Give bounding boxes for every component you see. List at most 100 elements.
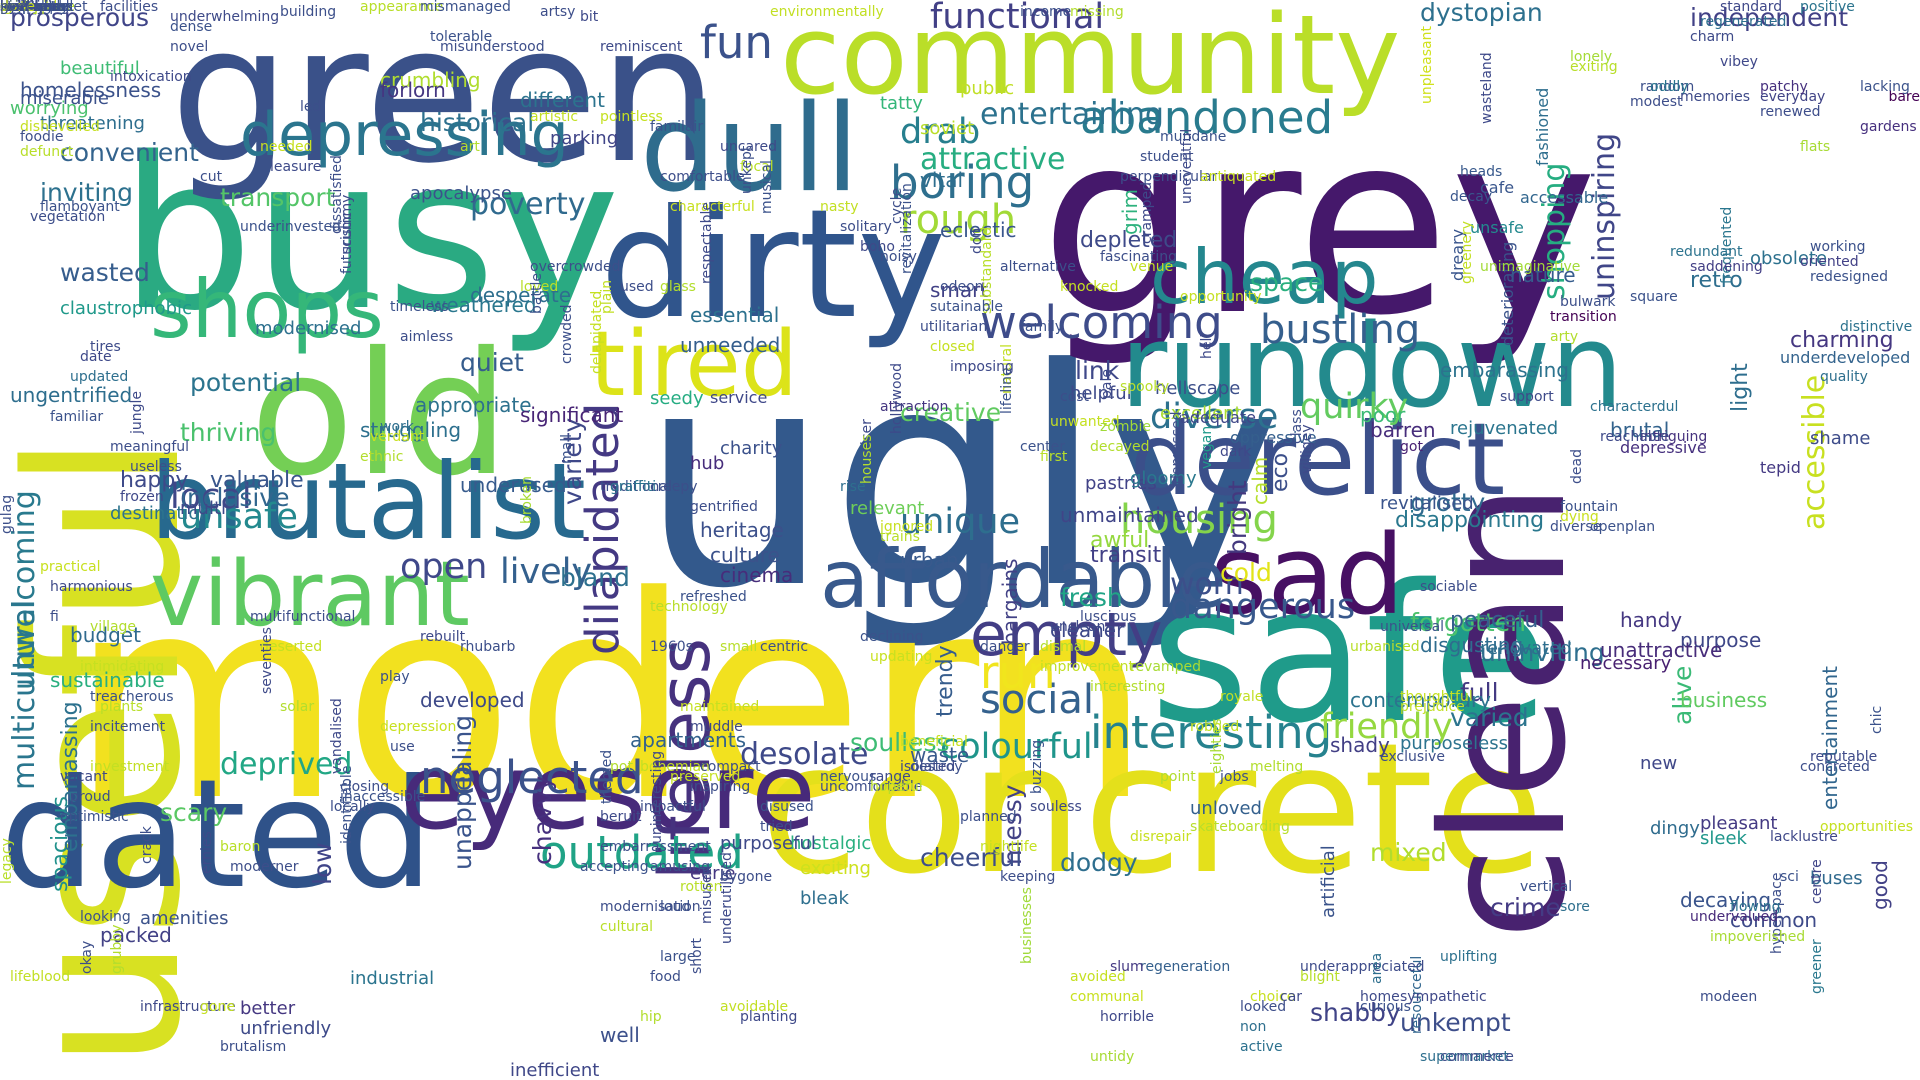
cloud-word: full bbox=[1460, 678, 1499, 707]
cloud-word: fascinating bbox=[1100, 249, 1177, 265]
cloud-word: apocalypse bbox=[410, 183, 512, 204]
cloud-word: developed bbox=[420, 688, 525, 712]
cloud-word: deserted bbox=[260, 639, 323, 655]
cloud-word: muddle bbox=[690, 719, 743, 735]
cloud-word: working bbox=[1810, 239, 1866, 255]
cloud-word: industrial bbox=[350, 968, 435, 989]
cloud-word: public bbox=[960, 78, 1015, 99]
cloud-word: embarrassment bbox=[600, 839, 711, 855]
cloud-word: forgotten bbox=[1410, 608, 1526, 637]
cloud-word: dirty bbox=[600, 178, 947, 352]
cloud-word: work bbox=[380, 419, 414, 435]
cloud-word: excellent bbox=[1160, 403, 1242, 424]
cloud-word: friendly bbox=[1320, 707, 1453, 747]
cloud-word: curious bbox=[1360, 999, 1411, 1015]
cloud-word: hell bbox=[1199, 333, 1215, 359]
cloud-word: loud bbox=[660, 899, 691, 915]
cloud-word: deprived bbox=[220, 747, 353, 782]
cloud-word: harmonious bbox=[50, 579, 133, 595]
cloud-word: knocked bbox=[1060, 279, 1119, 295]
cloud-word: disgusting bbox=[1420, 633, 1524, 657]
cloud-word: forlorn bbox=[380, 78, 446, 102]
cloud-word: grey bbox=[1040, 79, 1598, 370]
cloud-word: entertaining bbox=[980, 97, 1164, 132]
cloud-word: depleted bbox=[1080, 228, 1178, 253]
cloud-word: inspiring bbox=[690, 779, 751, 795]
cloud-word: solitary bbox=[840, 219, 892, 235]
cloud-word: opportunities bbox=[1820, 819, 1914, 835]
cloud-word: trains bbox=[880, 529, 920, 545]
cloud-word: interesting bbox=[1090, 706, 1333, 759]
cloud-word: sympathetic bbox=[1400, 989, 1487, 1005]
cloud-word: purposeful bbox=[720, 833, 816, 854]
cloud-word: purpose bbox=[1680, 628, 1762, 652]
cloud-word: depressed bbox=[1169, 411, 1185, 484]
cloud-word: vegetation bbox=[30, 209, 106, 225]
cloud-word: overcrowded bbox=[530, 259, 621, 275]
cloud-word: unkempt bbox=[1400, 1008, 1511, 1037]
cloud-word: appropriate bbox=[415, 393, 532, 417]
cloud-word: underappreciated bbox=[1300, 959, 1425, 975]
cloud-word: grotesque bbox=[0, 0, 71, 15]
cloud-word: nasty bbox=[820, 199, 859, 215]
cloud-word: rundown bbox=[1120, 300, 1624, 434]
cloud-word: bulwark bbox=[1560, 294, 1616, 310]
cloud-word: poor bbox=[1360, 403, 1406, 427]
cloud-word: noisy bbox=[880, 249, 917, 265]
cloud-word: horrible bbox=[1100, 1009, 1154, 1025]
cloud-word: hub bbox=[690, 453, 725, 474]
cloud-word: inefficient bbox=[510, 1060, 600, 1080]
cloud-word: hostalgic bbox=[790, 833, 872, 854]
cloud-word: uninteresting bbox=[649, 750, 665, 844]
cloud-word: closing bbox=[340, 779, 390, 795]
cloud-word: unclean bbox=[1050, 619, 1106, 635]
cloud-word: baron bbox=[220, 839, 261, 855]
cloud-word: heritage bbox=[700, 518, 784, 542]
cloud-word: low bbox=[308, 842, 337, 885]
cloud-word: diverse bbox=[1550, 519, 1602, 535]
cloud-word: contemporary bbox=[1350, 688, 1492, 712]
cloud-word: unpleasant bbox=[1419, 26, 1435, 104]
cloud-word: active bbox=[1240, 1039, 1283, 1055]
cloud-word: disappointing bbox=[1395, 508, 1545, 533]
cloud-word: oddly bbox=[1650, 79, 1689, 95]
cloud-word: musical bbox=[759, 160, 775, 214]
cloud-word: cold bbox=[1220, 558, 1272, 587]
cloud-word: quirky bbox=[1300, 387, 1409, 427]
cloud-word: hopeful bbox=[870, 779, 923, 795]
cloud-word: aimless bbox=[400, 329, 454, 345]
cloud-word: downmarket bbox=[0, 0, 88, 15]
cloud-word: modernisation bbox=[600, 899, 701, 915]
cloud-word: luscious bbox=[1080, 609, 1137, 625]
cloud-word: comfortable bbox=[660, 169, 745, 185]
cloud-word: underwhelming bbox=[170, 9, 280, 25]
cloud-word: rough bbox=[900, 197, 1017, 243]
cloud-word: proud bbox=[70, 789, 111, 805]
cloud-word: vacant bbox=[60, 769, 108, 785]
cloud-word: smart bbox=[930, 278, 989, 302]
cloud-word: home bbox=[1360, 989, 1400, 1005]
cloud-word: needed bbox=[260, 139, 313, 155]
cloud-word: ernies bbox=[199, 831, 215, 874]
cloud-word: potential bbox=[190, 368, 302, 397]
cloud-word: undervalued bbox=[1690, 909, 1779, 925]
cloud-word: novel bbox=[170, 39, 209, 55]
cloud-word: oriented bbox=[1800, 254, 1859, 270]
cloud-word: necessary bbox=[1580, 653, 1672, 674]
cloud-word: date bbox=[80, 349, 112, 365]
cloud-word: got bbox=[1400, 439, 1423, 455]
cloud-word: pride bbox=[0, 0, 37, 15]
cloud-word: flats bbox=[1800, 139, 1831, 155]
cloud-word: accessable bbox=[1520, 188, 1609, 207]
cloud-word: decrepit bbox=[0, 0, 58, 15]
cloud-word: avoided bbox=[1070, 969, 1126, 985]
cloud-word: graffiti bbox=[610, 479, 657, 495]
cloud-word: locally bbox=[330, 799, 375, 815]
cloud-word: richer bbox=[0, 0, 41, 15]
cloud-word: bare bbox=[1888, 89, 1920, 105]
cloud-word: independent bbox=[1690, 3, 1849, 32]
cloud-word: local bbox=[170, 477, 252, 517]
cloud-word: barren bbox=[1370, 418, 1436, 442]
cloud-word: drab bbox=[900, 112, 981, 152]
cloud-word: untidy bbox=[1090, 1049, 1135, 1065]
